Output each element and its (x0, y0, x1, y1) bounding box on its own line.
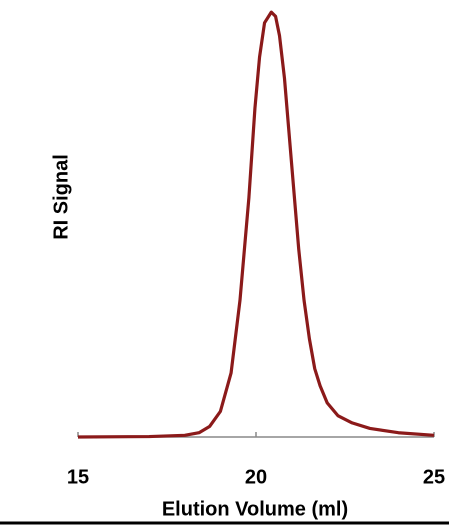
y-axis-title: RI Signal (50, 154, 72, 240)
data-line (77, 10, 435, 439)
x-axis-title: Elution Volume (ml) (162, 498, 348, 520)
x-tick-label: 15 (67, 466, 89, 488)
x-tick-label: 25 (423, 466, 445, 488)
x-tick-label: 20 (245, 466, 267, 488)
